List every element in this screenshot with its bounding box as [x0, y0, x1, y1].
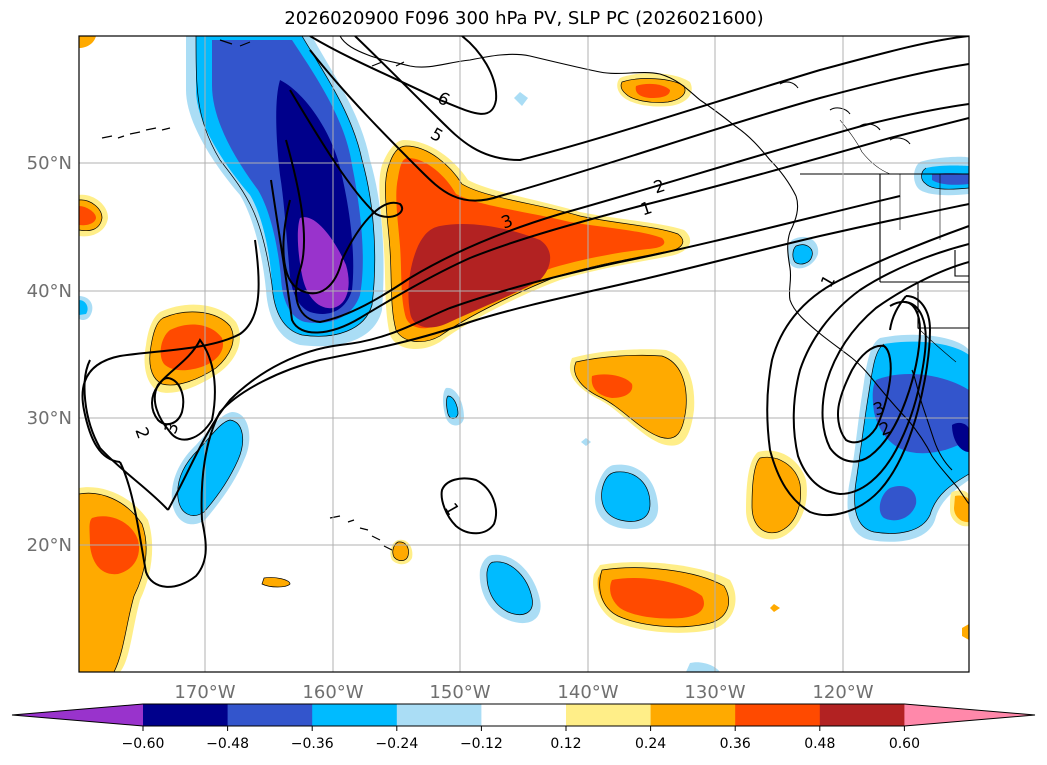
colorbar-tick-label: 0.24 [635, 736, 666, 752]
colorbar-segment [650, 704, 736, 726]
colorbar-segment-high-extension [904, 704, 1035, 726]
negative-anomaly-central-south [479, 464, 720, 672]
contour-label-1b: 1 [817, 272, 840, 291]
colorbar-segment [312, 704, 398, 726]
lon-label-170w: 170°W [174, 682, 235, 703]
colorbar-segment [566, 704, 652, 726]
negative-anomaly-southwest [171, 412, 250, 525]
contour-label-2b: 2 [130, 425, 152, 442]
plot-frame [78, 35, 970, 673]
lat-label-30n: 30°N [27, 408, 72, 429]
negative-anomaly-west-trough [186, 36, 384, 347]
lon-label-140w: 140°W [557, 682, 618, 703]
negative-anomaly-small-blobs [79, 92, 591, 446]
colorbar-segment [396, 704, 482, 726]
colorbar-tick-label: 0.36 [720, 736, 751, 752]
positive-anomaly-west [79, 194, 241, 672]
colorbar-segment [143, 704, 229, 726]
colorbar-tick-label: −0.24 [375, 736, 418, 752]
colorbar-segment-low-extension [12, 704, 143, 726]
colorbar-tick-label: −0.36 [291, 736, 334, 752]
state-borders [839, 119, 957, 363]
positive-anomaly-east-central [79, 36, 969, 640]
colorbar-tick-label: 0.48 [804, 736, 835, 752]
colorbar-tick-label: 0.60 [889, 736, 920, 752]
colorbar-tick-label: −0.60 [122, 736, 165, 752]
lat-label-40n: 40°N [27, 281, 72, 302]
contour-label-2: 2 [651, 176, 667, 198]
lon-label-160w: 160°W [302, 682, 363, 703]
map-title: 2026020900 F096 300 hPa PV, SLP PC (2026… [284, 8, 764, 29]
colorbar-tick-label: −0.12 [460, 736, 503, 752]
gridlines [79, 36, 969, 672]
coastlines [339, 36, 969, 505]
longitude-labels: 170°W 160°W 150°W 140°W 130°W 120°W [174, 682, 873, 703]
lon-label-120w: 120°W [812, 682, 873, 703]
map-field: 6 5 2 1 3 1 3 2 1 3 2 [79, 36, 969, 672]
slp-contours [81, 36, 969, 588]
contour-label-1: 1 [638, 198, 654, 220]
colorbar-segment [227, 704, 313, 726]
contour-label-5: 5 [427, 124, 446, 147]
contour-label-6: 6 [434, 88, 453, 111]
colorbar: −0.60 −0.48 −0.36 −0.24 −0.12 0.12 0.24 0.36 0.4… [11, 703, 1036, 752]
colorbar-tick-label: −0.48 [206, 736, 249, 752]
lon-label-130w: 130°W [684, 682, 745, 703]
islands [101, 39, 405, 551]
colorbar-segment [819, 704, 905, 726]
colorbar-segment [735, 704, 821, 726]
contour-labels: 6 5 2 1 3 1 3 2 1 3 2 [130, 88, 893, 519]
lat-label-50n: 50°N [27, 153, 72, 174]
colorbar-tick-label: 0.12 [550, 736, 581, 752]
lat-label-20n: 20°N [27, 535, 72, 556]
latitude-labels: 50°N 40°N 30°N 20°N [27, 153, 72, 556]
colorbar-segment [481, 704, 567, 726]
lon-label-150w: 150°W [429, 682, 490, 703]
